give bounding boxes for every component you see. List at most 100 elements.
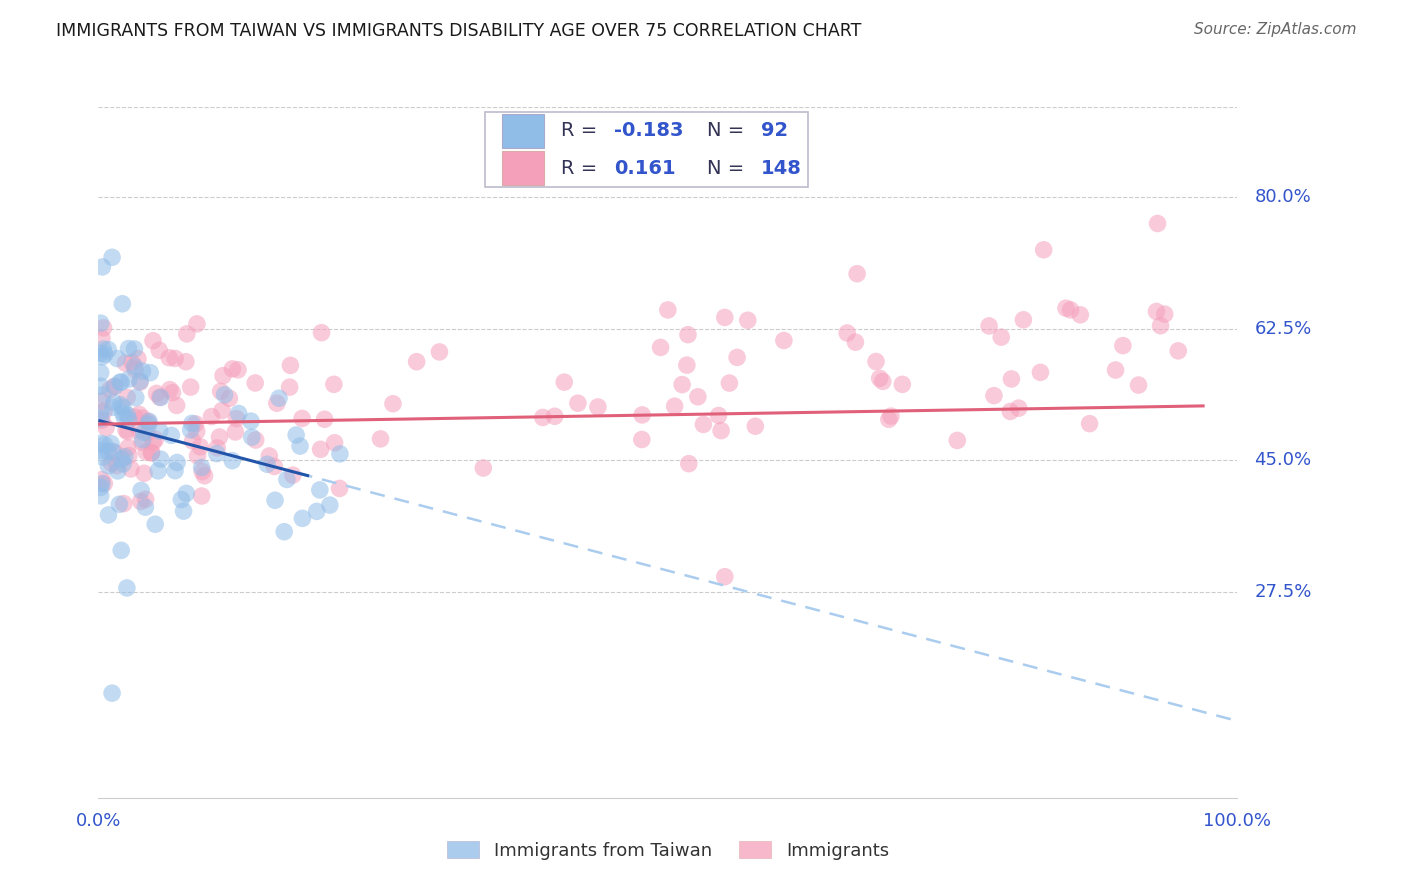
Point (305, 504, 328, 518)
Point (101, 686, 124, 700)
Point (280, 359, 302, 373)
Point (218, 392, 240, 406)
Point (101, 444, 124, 458)
Point (115, 423, 138, 437)
Point (112, 401, 135, 415)
Point (308, 483, 330, 497)
Point (291, 511, 314, 525)
Point (240, 430, 263, 444)
Point (104, 445, 127, 459)
Point (983, 389, 1005, 403)
Point (630, 433, 652, 447)
Point (208, 430, 231, 444)
Point (104, 379, 127, 393)
Point (181, 434, 204, 448)
Point (1059, 302, 1081, 317)
Point (212, 368, 235, 383)
Point (174, 355, 197, 369)
Point (1008, 401, 1031, 416)
Point (118, 413, 141, 427)
Point (314, 412, 336, 426)
Point (149, 424, 172, 438)
Point (267, 391, 290, 405)
Point (98, 383, 121, 397)
Point (650, 341, 672, 355)
Point (631, 408, 654, 422)
Point (381, 397, 404, 411)
Point (1146, 304, 1168, 318)
Point (111, 452, 134, 467)
Point (90, 405, 112, 419)
Point (472, 461, 495, 475)
Point (146, 464, 169, 478)
Point (112, 497, 135, 511)
Point (291, 411, 314, 425)
Point (93, 347, 115, 361)
Point (93, 321, 115, 335)
Point (131, 411, 153, 425)
Point (221, 453, 243, 467)
Point (837, 326, 859, 340)
Point (686, 390, 709, 404)
Point (676, 327, 699, 342)
Point (273, 524, 295, 539)
Point (124, 342, 146, 356)
Point (692, 417, 714, 432)
Point (1078, 417, 1101, 431)
Point (180, 423, 202, 437)
Point (1029, 365, 1052, 379)
Point (1146, 217, 1168, 231)
Point (710, 424, 733, 438)
Point (567, 396, 589, 410)
Point (211, 403, 233, 417)
Point (90, 436, 112, 450)
Point (276, 473, 298, 487)
Point (657, 302, 679, 317)
Point (91, 260, 114, 274)
Point (111, 406, 134, 420)
Point (977, 318, 1000, 333)
Point (103, 395, 125, 409)
Point (135, 492, 157, 507)
Point (671, 377, 693, 392)
Point (1032, 243, 1054, 257)
Point (718, 376, 741, 390)
Point (131, 364, 153, 378)
Point (207, 441, 229, 455)
Point (180, 380, 202, 394)
Text: 80.0%: 80.0% (1254, 188, 1312, 206)
Point (114, 356, 136, 370)
Point (184, 417, 207, 431)
Point (132, 425, 155, 440)
Point (115, 390, 138, 404)
Point (110, 375, 132, 389)
Point (188, 440, 211, 454)
Point (200, 409, 222, 424)
Point (288, 439, 311, 453)
Text: N =: N = (707, 121, 751, 140)
Point (329, 447, 352, 461)
Point (264, 493, 287, 508)
Point (93, 476, 115, 491)
Point (166, 399, 188, 413)
Point (93, 438, 115, 452)
Point (163, 464, 186, 478)
Point (93, 404, 115, 418)
Point (141, 446, 163, 460)
Text: R =: R = (561, 121, 603, 140)
Point (105, 458, 128, 473)
Point (110, 543, 132, 558)
Point (869, 371, 891, 385)
Point (370, 432, 392, 446)
Text: 62.5%: 62.5% (1254, 319, 1312, 338)
Point (1112, 338, 1135, 352)
Point (725, 351, 748, 365)
Point (142, 334, 165, 348)
Point (281, 468, 304, 483)
Point (91, 388, 114, 402)
Point (159, 383, 181, 397)
Point (148, 343, 170, 358)
Point (165, 351, 187, 366)
Point (872, 375, 894, 389)
Point (124, 410, 146, 425)
